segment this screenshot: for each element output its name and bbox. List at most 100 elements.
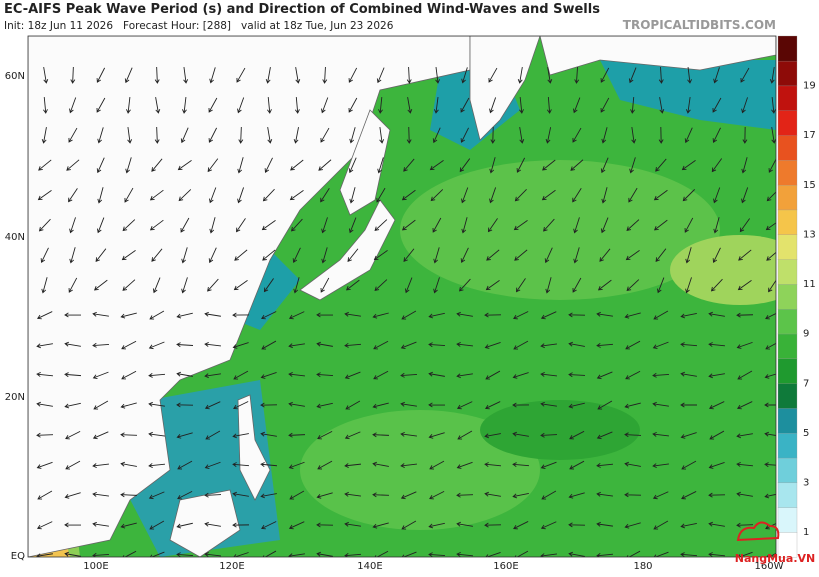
map bbox=[28, 36, 776, 557]
arrow bbox=[736, 491, 753, 497]
arrow bbox=[322, 66, 328, 84]
arrow bbox=[653, 189, 668, 201]
arrow bbox=[234, 249, 248, 261]
arrow bbox=[93, 279, 108, 291]
colorbar-label: 7 bbox=[803, 378, 809, 389]
arrow bbox=[38, 159, 52, 171]
arrow bbox=[542, 159, 556, 171]
colorbar-segment bbox=[777, 85, 798, 111]
arrow bbox=[541, 490, 557, 500]
arrow bbox=[624, 492, 642, 498]
arrow bbox=[204, 342, 221, 347]
arrow bbox=[348, 157, 357, 174]
arrow bbox=[204, 373, 221, 379]
arrow bbox=[428, 402, 446, 408]
arrow bbox=[596, 521, 613, 527]
arrow bbox=[600, 157, 609, 174]
arrow bbox=[345, 279, 360, 291]
arrow bbox=[374, 550, 389, 557]
arrow bbox=[232, 433, 249, 439]
arrow bbox=[630, 96, 636, 114]
arrow bbox=[713, 67, 720, 84]
colorbar-segment bbox=[777, 283, 798, 310]
arrow bbox=[124, 187, 134, 203]
arrow bbox=[267, 96, 272, 114]
arrow bbox=[540, 311, 557, 320]
arrow bbox=[765, 312, 776, 320]
arrow bbox=[182, 97, 187, 114]
arrow bbox=[97, 187, 104, 204]
arrow bbox=[737, 279, 752, 291]
arrow bbox=[658, 126, 664, 144]
arrow bbox=[766, 251, 776, 261]
arrow bbox=[513, 220, 528, 231]
arrow bbox=[766, 191, 776, 202]
arrow bbox=[40, 247, 49, 263]
arrow bbox=[321, 247, 328, 264]
arrow bbox=[568, 492, 585, 499]
arrow bbox=[70, 66, 76, 84]
arrow bbox=[373, 370, 389, 380]
arrow bbox=[232, 342, 249, 349]
arrow bbox=[456, 401, 473, 410]
arrow bbox=[572, 277, 582, 293]
arrow bbox=[540, 521, 557, 530]
arrow bbox=[709, 430, 725, 440]
arrow bbox=[38, 218, 51, 232]
arrow bbox=[290, 218, 303, 232]
arrow bbox=[765, 522, 776, 530]
arrow bbox=[293, 127, 299, 144]
arrow bbox=[373, 340, 389, 350]
arrow bbox=[540, 461, 557, 469]
arrow bbox=[596, 463, 614, 468]
arrow bbox=[625, 340, 641, 350]
arrow bbox=[568, 312, 586, 318]
arrow bbox=[237, 187, 244, 204]
arrow bbox=[769, 67, 775, 84]
arrow bbox=[176, 432, 193, 439]
arrow bbox=[428, 342, 446, 348]
arrow bbox=[766, 552, 776, 557]
arrow bbox=[519, 127, 525, 144]
arrow bbox=[484, 522, 502, 528]
arrow bbox=[288, 553, 305, 557]
arrow bbox=[177, 160, 192, 171]
arrow bbox=[516, 278, 526, 293]
arrow bbox=[64, 551, 81, 557]
arrow bbox=[488, 67, 498, 83]
arrow bbox=[403, 158, 415, 172]
arrow bbox=[712, 247, 721, 263]
arrow bbox=[290, 159, 304, 171]
arrow bbox=[289, 490, 305, 500]
arrow bbox=[92, 521, 109, 527]
arrow bbox=[400, 463, 417, 469]
arrow bbox=[685, 277, 692, 294]
arrow bbox=[489, 97, 497, 114]
arrow bbox=[267, 127, 273, 144]
arrow bbox=[124, 67, 133, 84]
colorbar-segment bbox=[777, 159, 798, 186]
arrow bbox=[653, 520, 669, 530]
arrow bbox=[288, 372, 305, 377]
arrow bbox=[154, 126, 160, 144]
map-frame bbox=[27, 35, 777, 558]
arrow bbox=[93, 400, 109, 410]
swell-zone bbox=[670, 235, 776, 305]
arrow bbox=[237, 97, 245, 114]
arrow bbox=[489, 187, 497, 204]
colorbar-label: 11 bbox=[803, 279, 816, 290]
arrow bbox=[600, 97, 610, 113]
arrow bbox=[180, 217, 190, 233]
arrow bbox=[316, 402, 333, 409]
land-asia bbox=[28, 36, 471, 557]
arrow bbox=[372, 461, 389, 467]
arrow bbox=[771, 127, 776, 144]
arrow bbox=[69, 217, 76, 234]
arrow bbox=[316, 312, 334, 318]
arrow bbox=[459, 158, 471, 173]
colorbar-segment bbox=[777, 457, 798, 484]
arrow bbox=[543, 218, 555, 232]
arrow bbox=[321, 217, 328, 234]
lon-label: 180 bbox=[633, 561, 652, 572]
arrow bbox=[149, 520, 165, 530]
